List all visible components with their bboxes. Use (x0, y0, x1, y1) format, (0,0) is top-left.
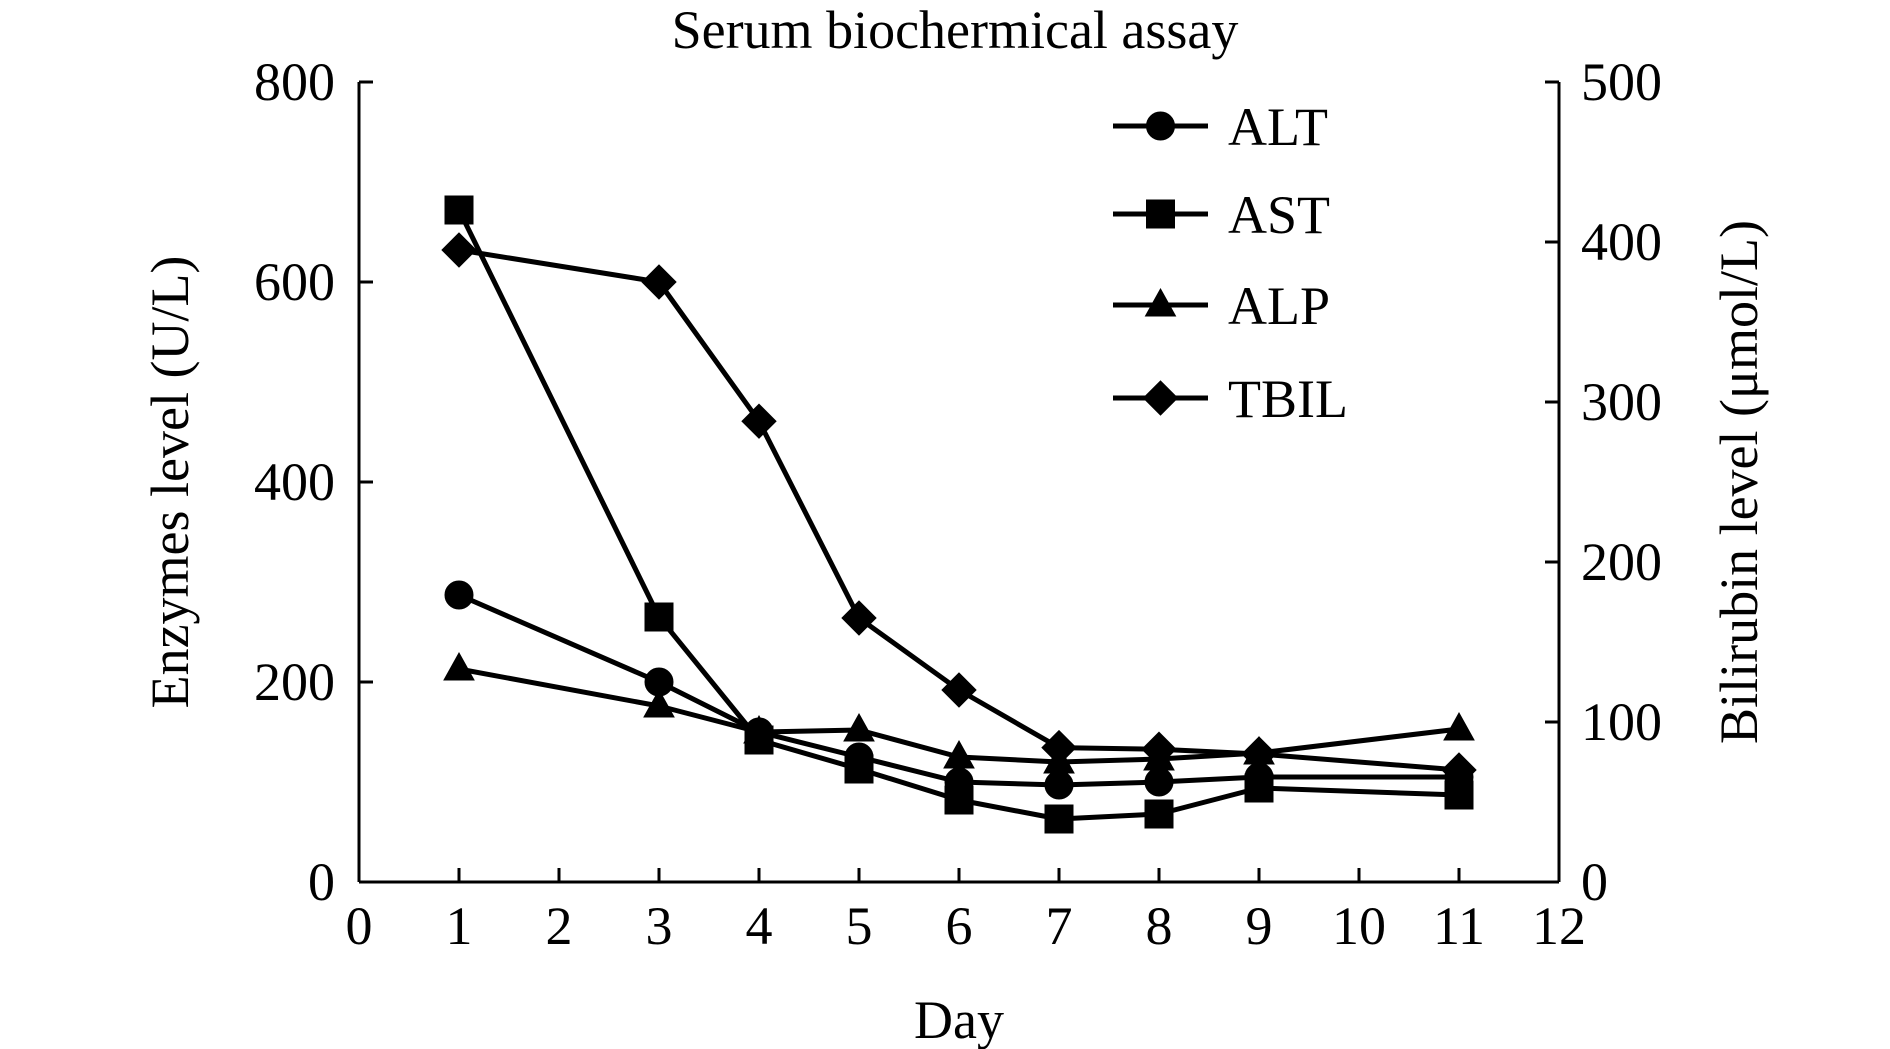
x-tick-label: 6 (946, 896, 973, 956)
legend-label-tbil: TBIL (1228, 369, 1348, 429)
data-point-tbil (641, 264, 677, 300)
data-point-tbil (941, 672, 977, 708)
data-point-tbil (741, 403, 777, 439)
legend-label-alp: ALP (1228, 276, 1330, 336)
x-axis-label: Day (914, 990, 1004, 1049)
legend-marker-tbil (1142, 380, 1179, 416)
data-point-tbil (841, 600, 877, 636)
chart-title: Serum biochermical assay (672, 0, 1239, 60)
y-tick-right-label: 200 (1581, 532, 1662, 592)
y-tick-left-label: 200 (254, 652, 335, 712)
data-point-ast (944, 785, 974, 815)
data-point-alp (643, 688, 675, 718)
y-tick-right-label: 0 (1581, 852, 1608, 912)
x-tick-label: 11 (1433, 896, 1485, 956)
data-point-alp (943, 739, 975, 769)
x-tick-label: 3 (646, 896, 673, 956)
legend-label-ast: AST (1228, 185, 1330, 245)
data-point-alp (1443, 711, 1475, 741)
data-point-tbil (1141, 731, 1177, 767)
data-point-ast (1144, 799, 1174, 829)
data-point-alt (444, 580, 474, 610)
data-point-alp (443, 651, 475, 681)
data-point-alt (1044, 770, 1074, 800)
y-tick-right-label: 400 (1581, 212, 1662, 272)
series-tbil (441, 232, 1477, 788)
x-tick-label: 0 (346, 896, 373, 956)
data-point-ast (1044, 804, 1074, 834)
legend-item-alp: ALP (1113, 276, 1330, 336)
series-ast (444, 195, 1474, 834)
x-tick-label: 5 (846, 896, 873, 956)
data-point-ast (644, 602, 674, 632)
legend-item-ast: AST (1113, 185, 1330, 245)
y-ticks-left: 0 200 400 600 800 (254, 52, 373, 912)
x-tick-label: 1 (446, 896, 473, 956)
legend-marker-alp (1144, 287, 1177, 317)
data-point-tbil (1441, 752, 1477, 788)
x-tick-label: 12 (1532, 896, 1586, 956)
legend-item-alt: ALT (1113, 97, 1328, 157)
x-tick-label: 2 (546, 896, 573, 956)
data-point-tbil (1041, 729, 1077, 766)
y-tick-left-label: 600 (254, 252, 335, 312)
y-ticks-right: 0 100 200 300 400 500 (1545, 52, 1662, 912)
series-alp (443, 651, 1475, 774)
data-point-tbil (1241, 736, 1277, 772)
y-axis-left-label: Enzymes level (U/L) (140, 256, 200, 709)
x-tick-label: 9 (1246, 896, 1273, 956)
y-tick-right-label: 100 (1581, 692, 1662, 752)
data-point-alp (743, 714, 775, 744)
data-point-alp (843, 712, 875, 742)
data-point-ast (1244, 773, 1274, 803)
data-point-tbil (441, 232, 477, 268)
y-tick-left-label: 0 (308, 852, 335, 912)
legend-marker-ast (1146, 199, 1175, 229)
legend-label-alt: ALT (1228, 97, 1328, 157)
x-tick-label: 7 (1046, 896, 1073, 956)
data-point-ast (844, 754, 874, 784)
x-tick-label: 8 (1146, 896, 1173, 956)
y-tick-right-label: 300 (1581, 372, 1662, 432)
x-tick-label: 10 (1332, 896, 1386, 956)
legend-item-tbil: TBIL (1113, 369, 1348, 429)
x-tick-label: 4 (746, 896, 773, 956)
data-point-alt (1144, 767, 1174, 797)
series-layer (441, 195, 1477, 834)
y-tick-left-label: 800 (254, 52, 335, 112)
legend-marker-alt (1146, 111, 1175, 141)
legend: ALT AST ALP TBIL (1113, 97, 1348, 429)
y-tick-right-label: 500 (1581, 52, 1662, 112)
x-ticks: 0 1 2 3 4 5 6 7 8 9 10 11 12 (346, 868, 1586, 956)
y-tick-left-label: 400 (254, 452, 335, 512)
data-point-ast (444, 195, 474, 225)
y-axis-right-label: Bilirubin level (μmol/L) (1709, 220, 1769, 744)
